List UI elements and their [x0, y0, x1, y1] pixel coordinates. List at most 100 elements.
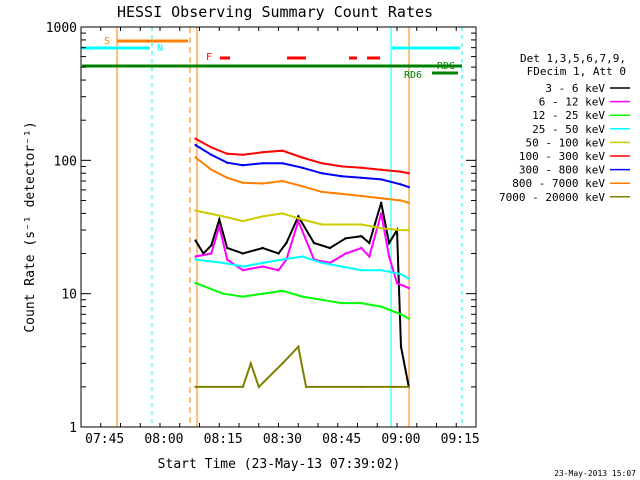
legend-label: 50 - 100 keV	[526, 136, 606, 149]
data-point	[222, 292, 225, 295]
data-point	[281, 179, 284, 183]
data-point	[407, 317, 410, 320]
data-point	[328, 246, 332, 250]
data-point	[261, 292, 264, 295]
data-point	[241, 164, 245, 167]
legend-label: 300 - 800 keV	[519, 164, 605, 177]
chart-title: HESSI Observing Summary Count Rates	[117, 3, 433, 21]
data-point	[285, 241, 288, 245]
data-point	[304, 385, 308, 389]
data-point	[261, 182, 264, 185]
legend-label: 7000 - 20000 keV	[499, 191, 605, 204]
x-axis: 07:45 08:00 08:15 08:30 08:45 09:00 09:15	[80, 27, 480, 447]
data-point	[407, 172, 410, 175]
legend-title: FDecim 1, Att 0	[527, 65, 626, 78]
legend-label: 3 - 6 keV	[545, 82, 605, 95]
data-point	[281, 289, 284, 292]
data-point	[320, 162, 324, 165]
data-point	[340, 165, 343, 168]
x-tick-label: 08:30	[263, 432, 302, 447]
data-point	[226, 152, 229, 155]
series-line	[195, 282, 410, 320]
data-point	[281, 162, 284, 165]
data-point	[380, 227, 383, 230]
data-point	[261, 265, 264, 268]
data-point	[194, 137, 197, 140]
data-point	[368, 241, 371, 245]
data-point	[194, 239, 197, 242]
x-tick-label: 07:45	[85, 432, 124, 447]
status-annotation: F	[206, 52, 212, 63]
x-tick-label: 08:00	[144, 432, 183, 447]
data-point	[226, 246, 229, 250]
data-point	[301, 185, 304, 188]
status-annotation: S	[104, 36, 110, 47]
data-point	[210, 146, 213, 149]
data-point	[360, 246, 363, 250]
data-point	[241, 219, 245, 223]
data-point	[399, 273, 403, 276]
data-point	[360, 223, 363, 226]
data-point	[241, 269, 245, 272]
data-point	[261, 162, 264, 165]
data-point	[241, 153, 245, 156]
data-point	[312, 241, 316, 245]
data-point	[210, 252, 213, 255]
data-point	[249, 362, 252, 365]
series-line	[195, 144, 410, 189]
data-point	[340, 301, 343, 305]
data-point	[281, 212, 284, 215]
data-point	[210, 153, 213, 156]
data-point	[399, 199, 403, 202]
data-point	[395, 281, 399, 285]
y-tick-label: 1000	[46, 21, 77, 36]
data-point	[407, 228, 410, 232]
y-tick-label: 1	[69, 421, 77, 436]
data-point	[320, 261, 324, 265]
legend-label: 25 - 50 keV	[532, 123, 605, 136]
data-point	[344, 252, 347, 255]
data-point	[320, 298, 324, 301]
data-point	[277, 252, 280, 255]
data-point	[297, 215, 300, 218]
data-point	[218, 218, 221, 221]
data-point	[281, 258, 284, 261]
data-point	[360, 269, 363, 272]
data-point	[301, 218, 304, 221]
data-point	[380, 305, 383, 308]
data-point	[241, 265, 245, 268]
data-point	[241, 295, 245, 298]
series-line	[195, 255, 410, 280]
data-point	[194, 385, 197, 389]
x-axis-label: Start Time (23-May-13 07:39:02)	[158, 457, 401, 472]
data-point	[241, 181, 245, 184]
legend-title: Det 1,3,5,6,7,9,	[520, 52, 626, 65]
data-point	[222, 215, 225, 218]
data-point	[360, 301, 363, 305]
data-point	[226, 176, 229, 179]
series-line	[195, 209, 409, 232]
data-point	[301, 156, 304, 159]
data-point	[281, 362, 284, 365]
data-point	[340, 192, 343, 196]
data-point	[407, 277, 410, 280]
y-axis: 1 10 100 1000	[46, 21, 476, 436]
data-point	[407, 286, 410, 290]
data-point	[320, 190, 324, 194]
footer-date: 23-May-2013 15:07	[554, 469, 636, 478]
status-annotation: RD6	[404, 70, 422, 81]
series-line	[194, 202, 410, 388]
data-point	[297, 219, 300, 223]
legend-label: 12 - 25 keV	[532, 109, 605, 122]
data-point	[320, 172, 324, 175]
data-point	[380, 197, 383, 200]
legend: Det 1,3,5,6,7,9,FDecim 1, Att 0 3 - 6 keV…	[499, 52, 630, 204]
data-point	[368, 255, 371, 258]
data-point	[194, 143, 197, 147]
data-point	[226, 258, 229, 261]
data-point	[360, 385, 363, 389]
data-point	[387, 241, 391, 245]
data-point	[277, 269, 280, 272]
data-point	[301, 295, 304, 298]
